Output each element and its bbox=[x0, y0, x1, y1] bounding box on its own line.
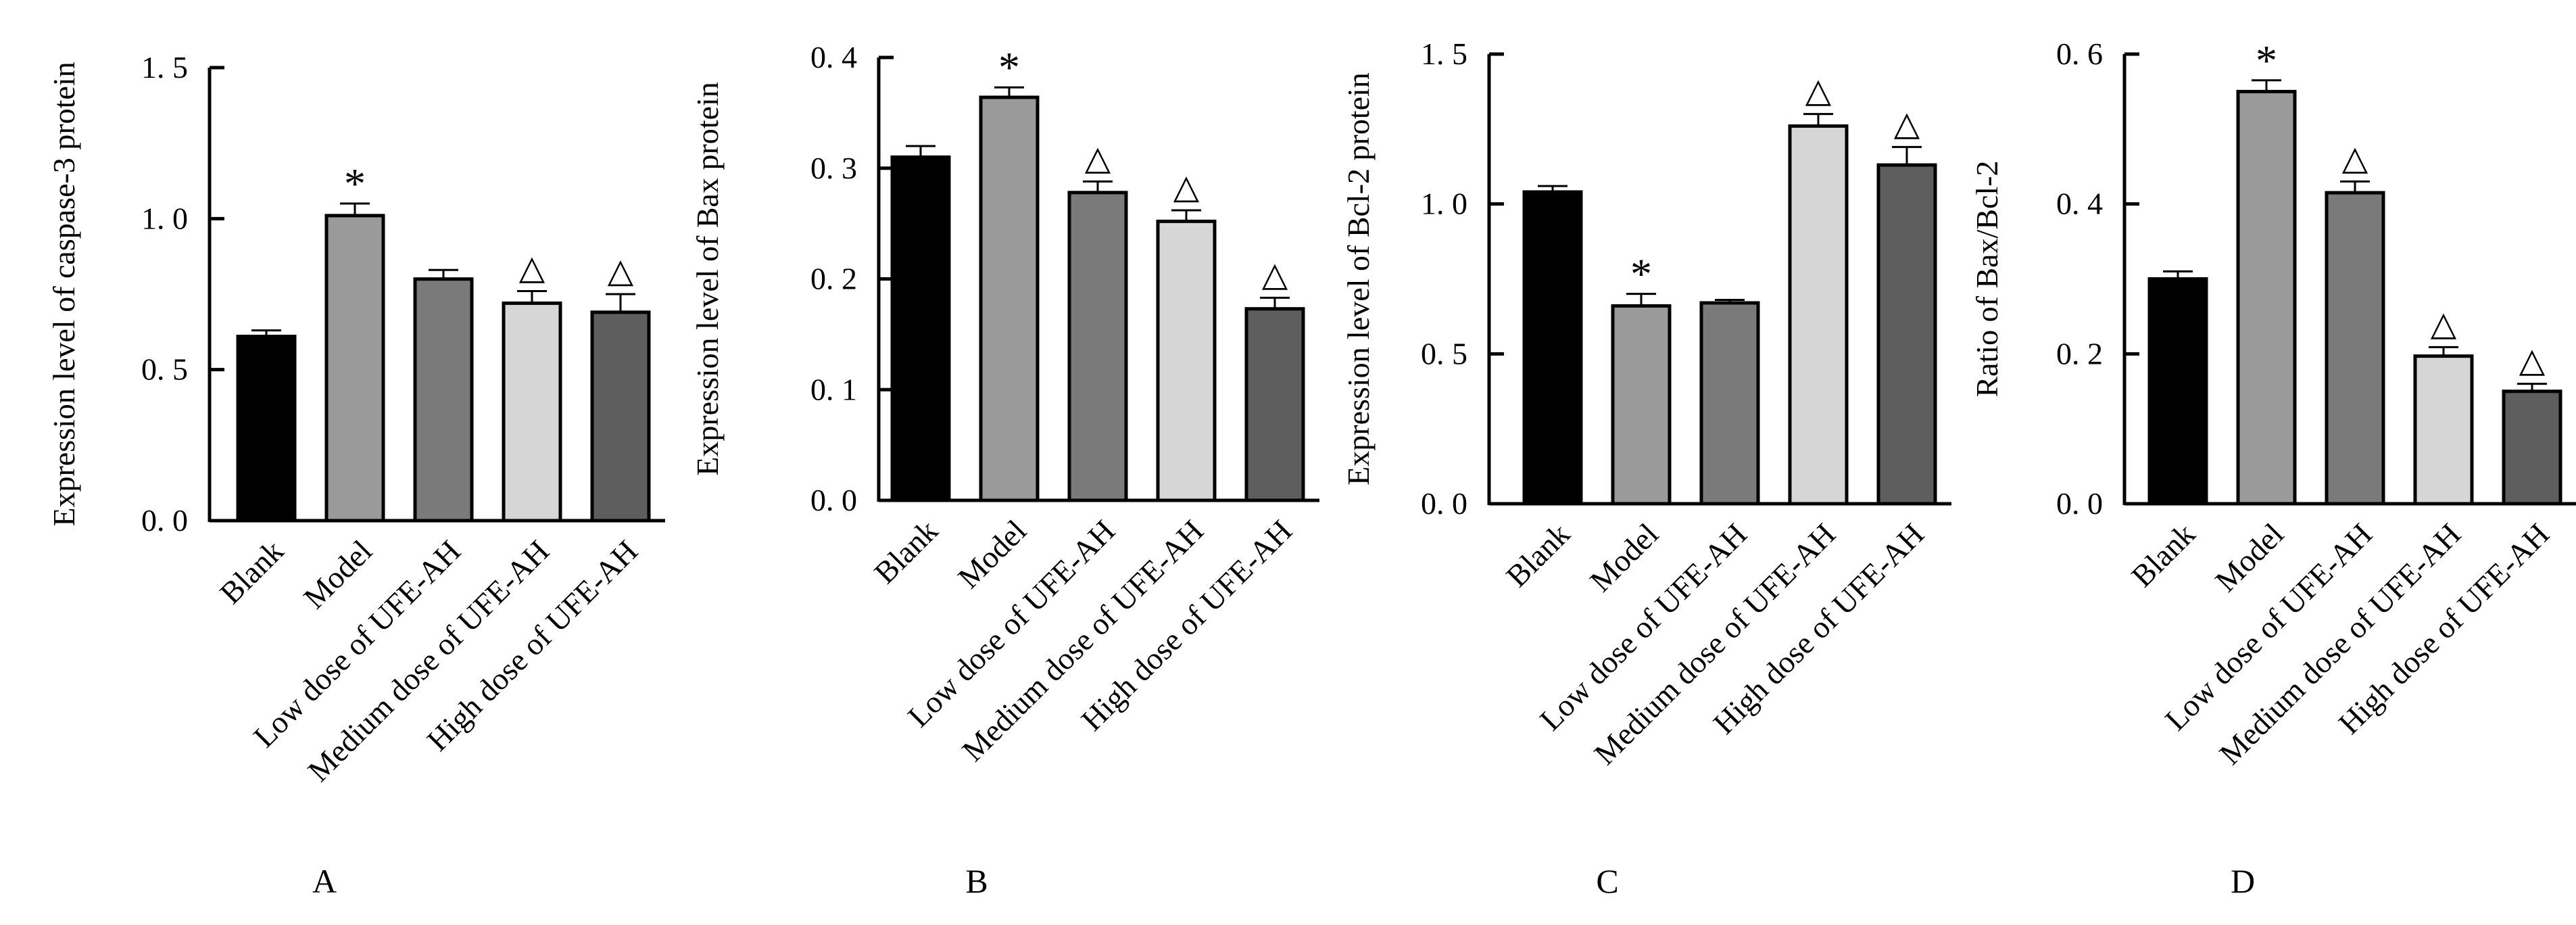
bar bbox=[1611, 304, 1672, 506]
y-tick-label: 1. 5 bbox=[141, 50, 188, 85]
bar bbox=[1522, 190, 1583, 506]
category-label: Model bbox=[1583, 517, 1665, 598]
y-tick-label: 0. 0 bbox=[1421, 486, 1467, 521]
bar bbox=[413, 277, 474, 523]
panel-letter: B bbox=[965, 862, 988, 900]
significance-triangle: △ bbox=[1262, 255, 1288, 293]
y-tick-label: 0. 2 bbox=[2056, 336, 2103, 371]
significance-triangle: △ bbox=[1805, 72, 1832, 110]
y-tick-label: 1. 0 bbox=[141, 201, 188, 235]
category-label: Model bbox=[2208, 517, 2290, 598]
bar bbox=[2413, 354, 2474, 506]
y-axis-label: Expression level of caspase-3 protein bbox=[47, 62, 81, 526]
significance-star: * bbox=[344, 160, 366, 208]
significance-triangle: △ bbox=[519, 249, 545, 287]
bar bbox=[1876, 163, 1937, 506]
bar bbox=[2236, 89, 2297, 506]
significance-triangle: △ bbox=[2342, 139, 2368, 176]
y-tick-label: 0. 5 bbox=[141, 352, 188, 387]
significance-star: * bbox=[2256, 37, 2277, 85]
bar bbox=[2147, 277, 2208, 506]
bar bbox=[979, 95, 1040, 502]
bar bbox=[1156, 219, 1217, 502]
y-tick-label: 0. 2 bbox=[810, 262, 857, 296]
bar bbox=[2502, 389, 2562, 506]
panel-letter: D bbox=[2231, 862, 2255, 900]
bar bbox=[2325, 191, 2385, 506]
y-tick-label: 0. 6 bbox=[2056, 37, 2103, 71]
panel-a: Expression level of caspase-3 protein A … bbox=[47, 50, 665, 900]
panel-d: Ratio of Bax/Bcl-2 D 0. 0 0. 2 0. 4 0. 6 Bla… bbox=[1970, 37, 2576, 900]
significance-triangle: △ bbox=[2431, 304, 2457, 342]
bar bbox=[324, 214, 385, 523]
category-label: Blank bbox=[1499, 517, 1576, 594]
category-label: Blank bbox=[213, 533, 290, 611]
y-tick-label: 0. 1 bbox=[810, 372, 857, 406]
category-label: Blank bbox=[2124, 517, 2202, 594]
bar bbox=[590, 310, 651, 523]
significance-triangle: △ bbox=[1085, 139, 1111, 176]
category-label: Model bbox=[951, 513, 1033, 595]
bar bbox=[1244, 307, 1305, 502]
y-tick-label: 0. 3 bbox=[810, 151, 857, 185]
bar bbox=[890, 155, 951, 502]
panel-letter: C bbox=[1596, 862, 1618, 900]
category-label: Model bbox=[297, 533, 379, 615]
bar bbox=[1788, 124, 1849, 506]
bar bbox=[502, 301, 562, 523]
y-tick-label: 1. 0 bbox=[1421, 187, 1467, 221]
y-axis-label: Ratio of Bax/Bcl-2 bbox=[1970, 160, 2004, 397]
y-tick-label: 0. 4 bbox=[2056, 187, 2103, 221]
significance-triangle: △ bbox=[1894, 104, 1920, 142]
y-axis-label: Expression level of Bcl-2 protein bbox=[1341, 72, 1376, 485]
bar bbox=[1699, 301, 1760, 506]
y-tick-label: 0. 5 bbox=[1421, 336, 1467, 371]
y-tick-label: 1. 5 bbox=[1421, 37, 1467, 71]
bar bbox=[236, 335, 297, 523]
category-label: Blank bbox=[867, 513, 944, 590]
y-axis-label: Expression level of Bax protein bbox=[690, 82, 725, 476]
significance-star: * bbox=[998, 43, 1020, 91]
panel-c: Expression level of Bcl-2 protein C 0. 0… bbox=[1341, 37, 1951, 900]
y-tick-label: 0. 0 bbox=[2056, 486, 2103, 521]
y-tick-label: 0. 0 bbox=[810, 483, 857, 517]
bar bbox=[1067, 191, 1128, 502]
y-tick-label: 0. 0 bbox=[141, 503, 188, 538]
significance-triangle: △ bbox=[608, 252, 634, 289]
significance-triangle: △ bbox=[1173, 168, 1200, 206]
panel-b: Expression level of Bax protein B 0. 0 0.… bbox=[690, 40, 1319, 900]
panel-letter: A bbox=[312, 862, 337, 900]
y-tick-label: 0. 4 bbox=[810, 40, 857, 74]
significance-star: * bbox=[1630, 250, 1652, 298]
significance-triangle: △ bbox=[2519, 341, 2546, 379]
